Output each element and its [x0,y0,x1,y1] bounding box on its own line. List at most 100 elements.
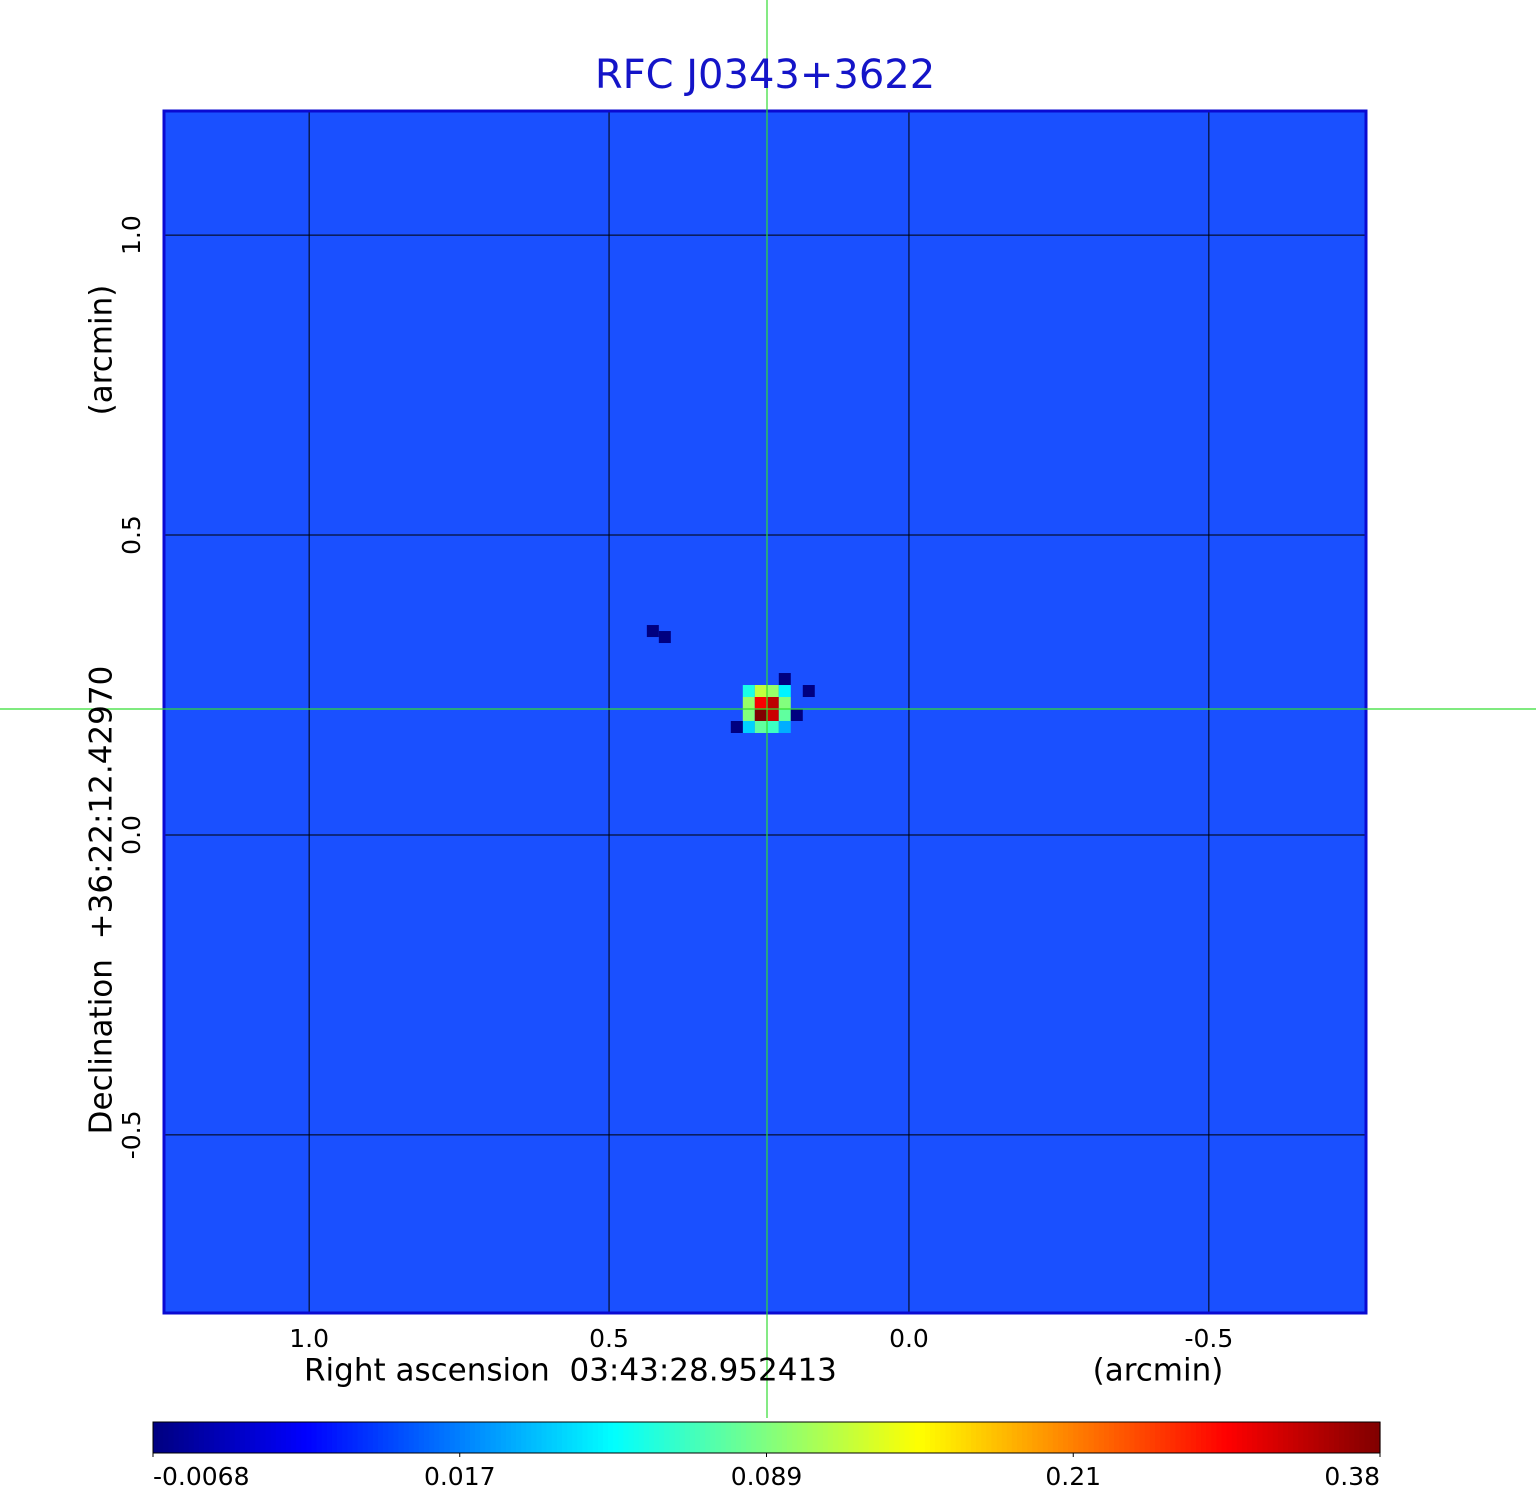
y-tick-label: -0.5 [117,1110,146,1159]
colorbar-segment [464,1422,471,1453]
colorbar-segment [1017,1422,1023,1453]
colorbar-segment [413,1422,420,1453]
colorbar-segment [449,1422,456,1453]
colorbar-segment [403,1422,410,1453]
colorbar-segment [459,1422,466,1453]
pixel [754,685,767,698]
colorbar-segment [1257,1422,1264,1453]
colorbar-segment [342,1422,348,1453]
colorbar-segment [418,1422,425,1453]
pixel [802,685,815,698]
colorbar-segment [1170,1422,1177,1453]
colorbar-segment [1369,1422,1376,1453]
colorbar-segment [633,1422,640,1453]
colorbar-segment [1206,1422,1212,1453]
colorbar-segment [710,1422,716,1453]
y-axis-unit: (arcmin) [84,285,120,416]
colorbar-segment [715,1422,722,1453]
colorbar-segment [454,1422,461,1453]
colorbar-segment [597,1422,604,1453]
colorbar-segment [950,1422,957,1453]
colorbar-segment [669,1422,676,1453]
colorbar-segment [582,1422,589,1453]
colorbar-segment [822,1422,829,1453]
colorbar-segment [475,1422,481,1453]
colorbar-segment [1359,1422,1366,1453]
colorbar-segment [556,1422,563,1453]
colorbar-segment [981,1422,987,1453]
colorbar-segment [1175,1422,1182,1453]
colorbar-segment [536,1422,543,1453]
colorbar-segment [694,1422,701,1453]
colorbar-segment [1160,1422,1166,1453]
colorbar-segment [756,1422,762,1453]
colorbar-segment [285,1422,292,1453]
colorbar-segment [1119,1422,1125,1453]
colorbar-segment [1047,1422,1054,1453]
x-tick-label: -0.5 [1184,1324,1233,1353]
pixel [658,631,671,644]
colorbar-segment [444,1422,451,1453]
colorbar-segment [1303,1422,1310,1453]
colorbar-segment [904,1422,911,1453]
colorbar-segment [423,1422,430,1453]
colorbar-segment [551,1422,558,1453]
colorbar-segment [546,1422,553,1453]
colorbar-segment [700,1422,706,1453]
x-tick-label: 0.0 [889,1324,929,1353]
colorbar-segment [965,1422,972,1453]
x-axis-label: Right ascension 03:43:28.952413 [304,1353,837,1389]
grid [164,111,1366,1313]
pixel [754,709,767,721]
colorbar-segment [638,1422,645,1453]
plot-border [162,109,1368,1315]
colorbar-segment [204,1422,210,1453]
colorbar-segment [1293,1422,1299,1453]
colorbar-segment [1032,1422,1039,1453]
colorbar-segment [480,1422,486,1453]
colorbar-segment [1185,1422,1192,1453]
colorbar-segment [735,1422,742,1453]
pixel [778,697,791,710]
colorbar-segment [572,1422,578,1453]
colorbar-segment [878,1422,885,1453]
colorbar-segment [628,1422,635,1453]
colorbar-segment [930,1422,936,1453]
pixel [646,625,659,638]
colorbar-segment [1195,1422,1202,1453]
colorbar-segment [1134,1422,1141,1453]
colorbar-segment [239,1422,246,1453]
colorbar-segment [1001,1422,1008,1453]
colorbar-segment [618,1422,624,1453]
y-tick-label: 1.0 [117,215,146,255]
colorbar-segment [326,1422,333,1453]
colorbar-segment [1349,1422,1356,1453]
colorbar-segment [776,1422,783,1453]
colorbar-segment [976,1422,982,1453]
colorbar-segment [531,1422,538,1453]
colorbar-segment [996,1422,1003,1453]
colorbar-segment [1052,1422,1059,1453]
colorbar-segment [219,1422,226,1453]
colorbar-segment [234,1422,241,1453]
colorbar-segment [720,1422,727,1453]
colorbar-segment [291,1422,297,1453]
pixel [766,697,779,710]
colorbar-segment [1323,1422,1330,1453]
colorbar-segment [792,1422,798,1453]
colorbar-segment [730,1422,737,1453]
y-axis-label: Declination +36:22:12.42970 [84,666,120,1135]
colorbar-segment [347,1422,353,1453]
pixel [742,685,755,698]
colorbar-segment [1006,1422,1013,1453]
colorbar-segment [613,1422,619,1453]
colorbar-segment [894,1422,901,1453]
colorbar-segment [740,1422,747,1453]
colorbar-segment [199,1422,205,1453]
colorbar-segment [1339,1422,1345,1453]
colorbar-segment [919,1422,926,1453]
colorbar-segment [1068,1422,1074,1453]
colorbar-segment [250,1422,256,1453]
colorbar-segment [986,1422,993,1453]
colorbar-segment [1231,1422,1238,1453]
